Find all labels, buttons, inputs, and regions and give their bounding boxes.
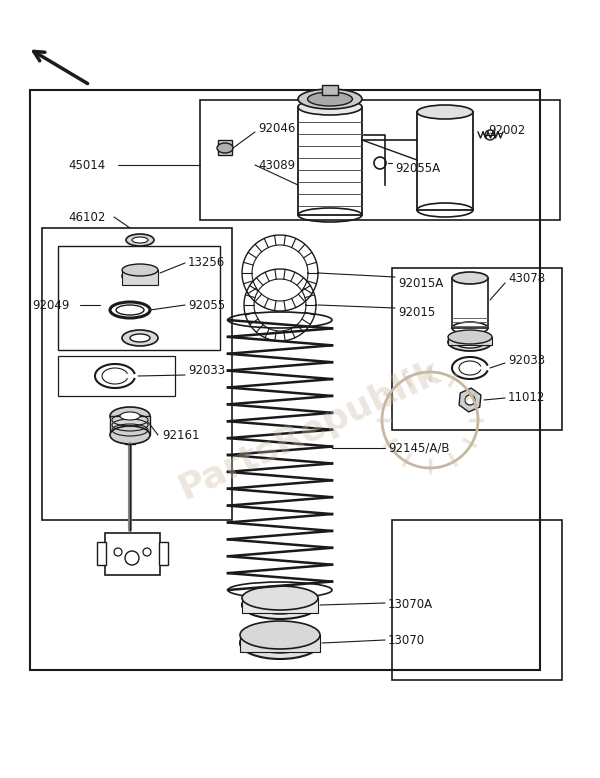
- Bar: [97, 542, 106, 565]
- Bar: [159, 542, 168, 565]
- Text: 92015: 92015: [398, 306, 435, 318]
- Ellipse shape: [122, 330, 158, 346]
- Ellipse shape: [298, 89, 362, 109]
- Text: 92015A: 92015A: [398, 276, 443, 289]
- Bar: [105, 533, 160, 575]
- Text: 46102: 46102: [68, 211, 106, 223]
- Bar: [392, 268, 562, 430]
- Ellipse shape: [242, 591, 318, 619]
- Text: 92145/A/B: 92145/A/B: [388, 441, 449, 454]
- Text: 13256: 13256: [188, 257, 225, 269]
- Ellipse shape: [242, 586, 318, 610]
- Bar: [448, 337, 492, 345]
- Circle shape: [374, 157, 386, 169]
- Circle shape: [114, 548, 122, 556]
- Ellipse shape: [116, 305, 144, 315]
- Text: 92161: 92161: [162, 429, 199, 441]
- Ellipse shape: [255, 596, 305, 614]
- Circle shape: [465, 395, 475, 405]
- Text: 92049: 92049: [32, 299, 70, 311]
- Ellipse shape: [448, 333, 492, 351]
- Ellipse shape: [417, 105, 473, 119]
- Ellipse shape: [110, 407, 150, 425]
- Bar: [452, 278, 488, 328]
- Ellipse shape: [130, 334, 150, 342]
- Ellipse shape: [122, 264, 158, 276]
- Text: 92033: 92033: [188, 363, 225, 377]
- Text: 92033: 92033: [508, 353, 545, 366]
- Bar: [30, 90, 540, 670]
- Bar: [298, 107, 362, 215]
- Text: 13070A: 13070A: [388, 598, 433, 612]
- Text: 43078: 43078: [508, 272, 545, 285]
- Ellipse shape: [132, 237, 148, 243]
- Text: 92046: 92046: [258, 121, 295, 135]
- Ellipse shape: [240, 627, 320, 659]
- Ellipse shape: [308, 92, 352, 106]
- Ellipse shape: [120, 412, 140, 420]
- Bar: [242, 598, 318, 613]
- Text: 13070: 13070: [388, 633, 425, 647]
- Bar: [417, 112, 473, 210]
- Bar: [42, 228, 232, 520]
- Circle shape: [485, 130, 495, 140]
- Ellipse shape: [129, 271, 151, 281]
- Ellipse shape: [253, 633, 307, 653]
- Ellipse shape: [240, 621, 320, 649]
- Ellipse shape: [455, 336, 485, 348]
- Text: 92055A: 92055A: [395, 162, 440, 174]
- Ellipse shape: [110, 426, 150, 444]
- Bar: [58, 246, 220, 350]
- Ellipse shape: [452, 272, 488, 284]
- Bar: [392, 520, 562, 680]
- Ellipse shape: [126, 234, 154, 246]
- Bar: [122, 270, 158, 285]
- Ellipse shape: [448, 330, 492, 344]
- Bar: [58, 356, 175, 396]
- Bar: [322, 85, 338, 95]
- Ellipse shape: [262, 636, 298, 650]
- Bar: [200, 100, 560, 220]
- Ellipse shape: [298, 99, 362, 115]
- Text: 11012: 11012: [508, 391, 545, 404]
- Circle shape: [125, 551, 139, 565]
- Text: 43089: 43089: [258, 159, 295, 171]
- Bar: [110, 416, 150, 435]
- Text: PartsRepublik: PartsRepublik: [173, 354, 446, 506]
- Text: 45014: 45014: [68, 159, 105, 171]
- Ellipse shape: [122, 268, 158, 284]
- Text: 92055: 92055: [188, 299, 225, 311]
- Text: 92002: 92002: [488, 124, 525, 136]
- Ellipse shape: [217, 143, 233, 153]
- Ellipse shape: [264, 599, 296, 611]
- Bar: [218, 140, 232, 155]
- Circle shape: [143, 548, 151, 556]
- Bar: [240, 635, 320, 652]
